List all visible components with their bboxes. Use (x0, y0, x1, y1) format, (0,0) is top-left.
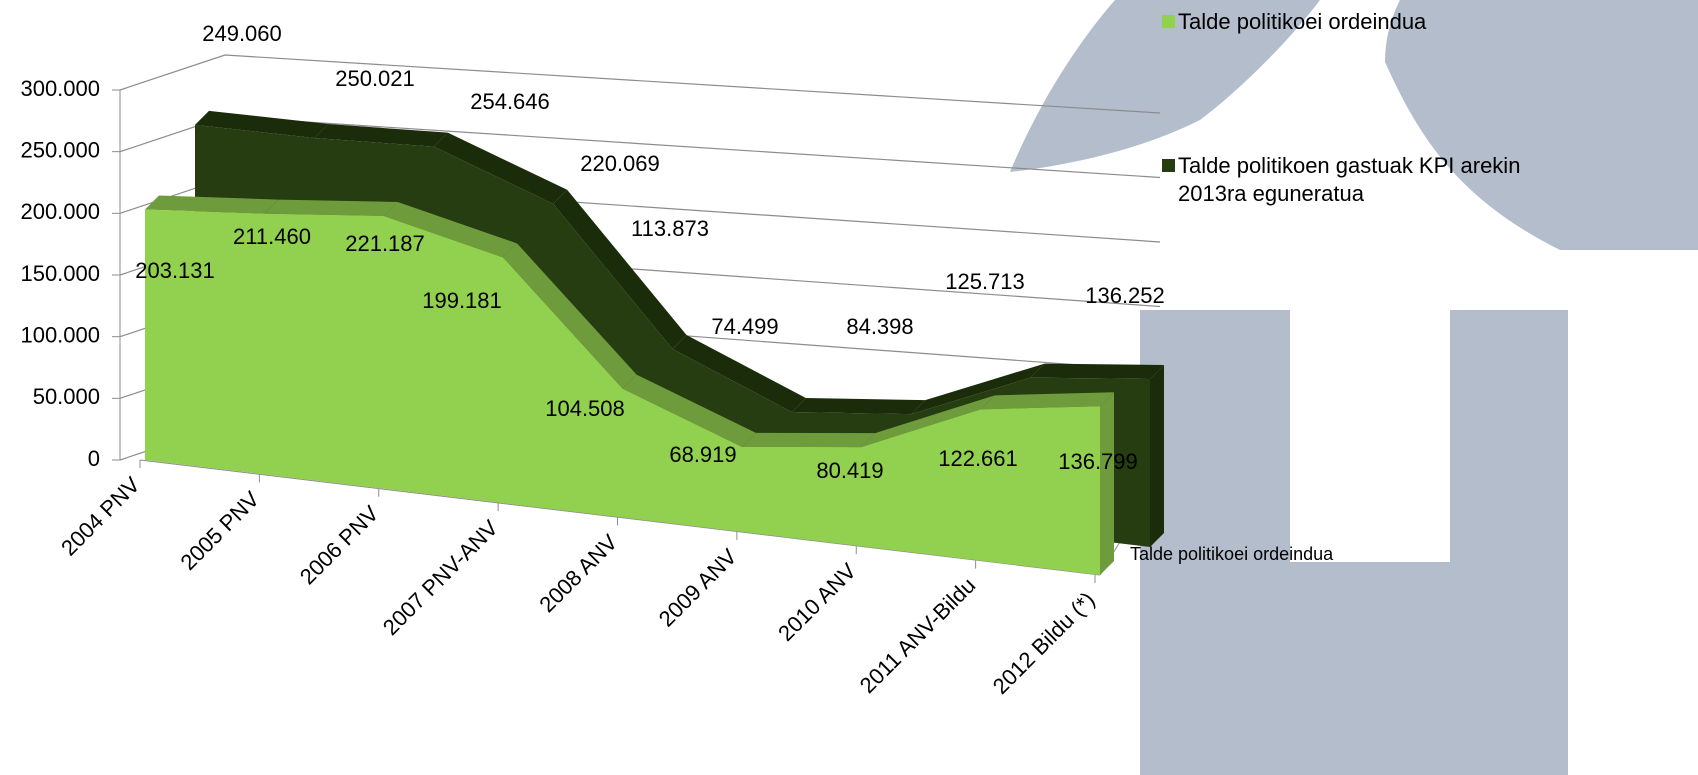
area-top (264, 199, 398, 216)
x-tick-label: 2004 PNV (56, 472, 145, 561)
area-side (1100, 392, 1114, 575)
data-label: 122.661 (938, 446, 1018, 471)
y-tick-label: 100.000 (20, 322, 100, 347)
area-top (791, 397, 926, 415)
x-tick-label: 2006 PNV (295, 500, 384, 589)
data-label: 221.187 (345, 231, 425, 256)
legend-label: Talde politikoen gastuak KPI arekin 2013… (1178, 153, 1521, 206)
area-top (553, 189, 687, 350)
data-label: 250.021 (335, 66, 415, 91)
x-tick-label: 2012 Bildu (*) (988, 587, 1100, 699)
data-label: 199.181 (422, 288, 502, 313)
data-label: 74.499 (711, 314, 778, 339)
data-label: 136.799 (1058, 449, 1138, 474)
y-tick-label: 250.000 (20, 137, 100, 162)
y-tick-label: 300.000 (20, 76, 100, 101)
data-label: 136.252 (1085, 283, 1165, 308)
area-side (1150, 364, 1164, 547)
grid-line (119, 54, 1161, 114)
data-label: 113.873 (631, 216, 709, 241)
data-label: 254.646 (470, 89, 550, 114)
area-top (383, 201, 518, 258)
area-top (145, 195, 279, 214)
area-top (911, 363, 1045, 415)
x-tick-label: 2011 ANV-Bildu (855, 573, 981, 699)
y-tick-label: 0 (88, 446, 100, 471)
legend-swatch (1162, 15, 1175, 28)
x-tick-label: 2007 PNV-ANV (378, 515, 503, 640)
data-label: 249.060 (202, 21, 282, 46)
y-tick-label: 50.000 (33, 384, 100, 409)
data-label: 203.131 (135, 258, 215, 283)
area-top (980, 392, 1114, 410)
area-top (503, 243, 637, 389)
x-axis (139, 459, 1101, 576)
area-top (314, 124, 448, 147)
data-label: 84.398 (846, 314, 913, 339)
depth-axis-label: Talde politikoei ordeindua (1130, 544, 1334, 564)
area-top (433, 132, 568, 204)
area-top (741, 432, 876, 448)
background-logo (1010, 0, 1698, 775)
area (145, 209, 1100, 575)
y-tick-label: 150.000 (20, 261, 100, 286)
area-top (1030, 363, 1164, 379)
legend-swatch (1162, 159, 1175, 172)
data-label: 125.713 (945, 269, 1025, 294)
x-tick-label: 2010 ANV (773, 558, 861, 646)
data-label: 68.919 (669, 442, 736, 467)
legend-label: Talde politikoei ordeindua (1178, 9, 1427, 34)
y-tick-label: 200.000 (20, 199, 100, 224)
x-tick-label: 2008 ANV (534, 529, 622, 617)
area-top (622, 374, 756, 447)
area-top (195, 110, 329, 139)
x-tick-label: 2009 ANV (654, 544, 742, 632)
data-label: 104.508 (545, 396, 625, 421)
x-tick-label: 2005 PNV (175, 486, 264, 575)
data-label: 220.069 (580, 151, 660, 176)
data-label: 211.460 (233, 224, 311, 249)
data-label: 80.419 (816, 458, 883, 483)
area-top (672, 335, 806, 412)
area-top (861, 395, 995, 448)
